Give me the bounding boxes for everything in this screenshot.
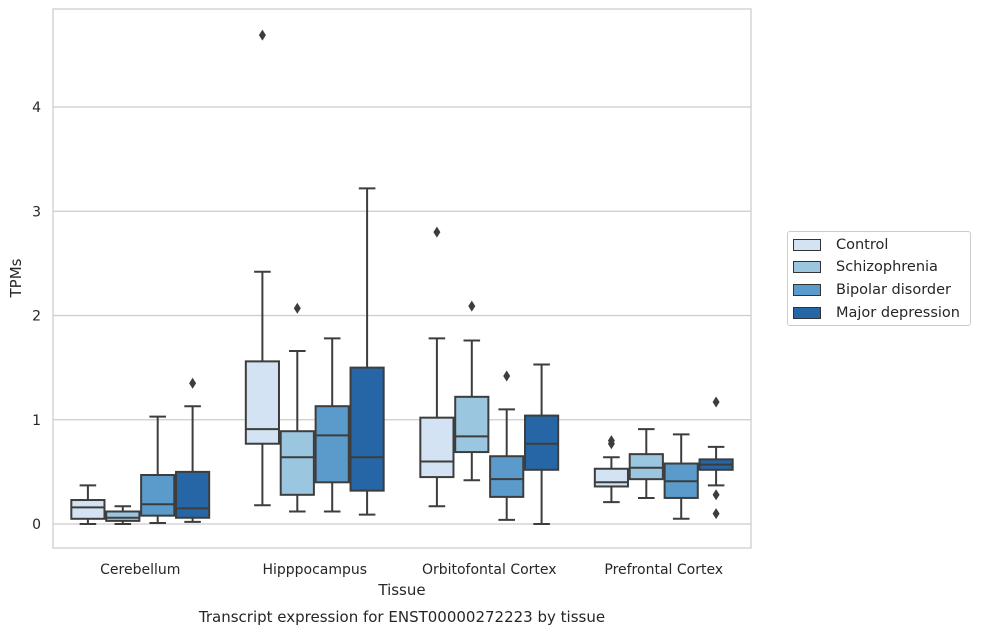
legend-label-major-depression: Major depression xyxy=(836,305,960,321)
box-bipolar-disorder-0 xyxy=(140,415,176,524)
box-body xyxy=(524,414,560,471)
legend: Control Schizophrenia Bipolar disorder M… xyxy=(787,231,971,326)
box-body xyxy=(105,510,141,522)
chart-caption: Transcript expression for ENST0000027222… xyxy=(198,608,605,626)
outlier-point xyxy=(503,370,511,382)
box-major-depression-0 xyxy=(175,377,211,523)
box-bipolar-disorder-3 xyxy=(663,433,699,520)
box-schizophrenia-3 xyxy=(628,428,664,499)
outlier-point xyxy=(712,508,720,520)
outlier-point xyxy=(712,396,720,408)
box-body xyxy=(489,455,525,498)
outlier-point xyxy=(258,29,266,41)
outlier-point xyxy=(468,300,476,312)
x-tick-label: Hipppocampus xyxy=(262,562,367,578)
x-axis-label: Tissue xyxy=(377,581,425,599)
box-body xyxy=(593,467,629,488)
legend-item-bipolar-disorder: Bipolar disorder xyxy=(793,281,951,299)
box-schizophrenia-1 xyxy=(279,302,315,513)
box-body xyxy=(279,430,315,496)
legend-label-schizophrenia: Schizophrenia xyxy=(836,259,938,275)
box-major-depression-1 xyxy=(349,187,385,516)
x-tick-label: Cerebellum xyxy=(100,562,180,578)
box-bipolar-disorder-2 xyxy=(489,370,525,521)
box-body xyxy=(314,405,350,484)
legend-swatch-major-depression xyxy=(793,307,821,319)
y-tick-label: 2 xyxy=(32,309,41,325)
box-body xyxy=(349,366,385,492)
x-tick-label: Orbitofontal Cortex xyxy=(422,562,557,578)
x-tick-label: Prefrontal Cortex xyxy=(604,562,723,578)
box-body xyxy=(454,395,490,454)
box-schizophrenia-2 xyxy=(454,300,490,482)
y-tick-label: 3 xyxy=(32,204,41,220)
plot-frame xyxy=(52,8,752,549)
y-tick-label: 4 xyxy=(32,100,41,116)
outlier-point xyxy=(293,302,301,314)
outlier-point xyxy=(189,377,197,389)
legend-swatch-bipolar-disorder xyxy=(793,284,821,296)
box-control-1 xyxy=(244,29,280,507)
legend-swatch-control xyxy=(793,239,821,251)
box-control-2 xyxy=(419,226,455,508)
x-tick-labels: Cerebellum Hipppocampus Orbitofontal Corte… xyxy=(100,562,723,578)
legend-item-control: Control xyxy=(793,236,888,254)
outlier-point xyxy=(433,226,441,238)
box-control-3 xyxy=(593,435,629,504)
box-body xyxy=(140,474,176,517)
box-body xyxy=(70,499,106,520)
legend-swatch-schizophrenia xyxy=(793,261,821,273)
legend-label-control: Control xyxy=(836,237,889,253)
box-major-depression-2 xyxy=(524,363,560,525)
box-control-0 xyxy=(70,484,106,525)
box-bipolar-disorder-1 xyxy=(314,337,350,513)
legend-item-schizophrenia: Schizophrenia xyxy=(793,258,938,276)
box-body xyxy=(419,416,455,479)
y-tick-label: 1 xyxy=(32,413,41,429)
box-major-depression-3 xyxy=(698,396,734,520)
y-axis-label: TPMs xyxy=(7,258,25,298)
grid xyxy=(53,106,751,525)
y-tick-label: 0 xyxy=(32,517,41,533)
box-body xyxy=(628,453,664,481)
legend-label-bipolar-disorder: Bipolar disorder xyxy=(836,282,951,298)
legend-item-major-depression: Major depression xyxy=(793,304,960,322)
box-body xyxy=(244,360,280,445)
box-schizophrenia-0 xyxy=(105,505,141,525)
y-tick-labels: 0 1 2 3 4 xyxy=(32,100,41,533)
outlier-point xyxy=(712,489,720,501)
boxes xyxy=(70,29,734,525)
box-body xyxy=(175,470,211,519)
outlier-point xyxy=(607,435,615,447)
